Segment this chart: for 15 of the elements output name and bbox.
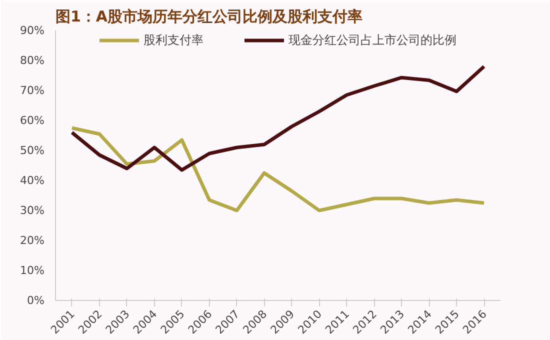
- chart-title: 图1：A股市场历年分红公司比例及股利支付率: [56, 8, 363, 26]
- y-tick-label: 0%: [27, 294, 44, 307]
- y-tick-label: 10%: [20, 264, 45, 277]
- y-tick-label: 90%: [20, 24, 45, 37]
- y-tick-label: 30%: [20, 204, 45, 217]
- legend-label: 股利支付率: [144, 32, 204, 48]
- y-tick-label: 70%: [20, 84, 45, 97]
- line-series: [70, 64, 486, 172]
- line-series: [70, 126, 486, 212]
- y-tick-label: 50%: [20, 144, 45, 157]
- y-tick-label: 80%: [20, 54, 45, 67]
- y-tick-label: 60%: [20, 114, 45, 127]
- y-tick-label: 40%: [20, 174, 45, 187]
- legend-label: 现金分红公司占上市公司的比例: [288, 32, 456, 48]
- y-tick-label: 20%: [20, 234, 45, 247]
